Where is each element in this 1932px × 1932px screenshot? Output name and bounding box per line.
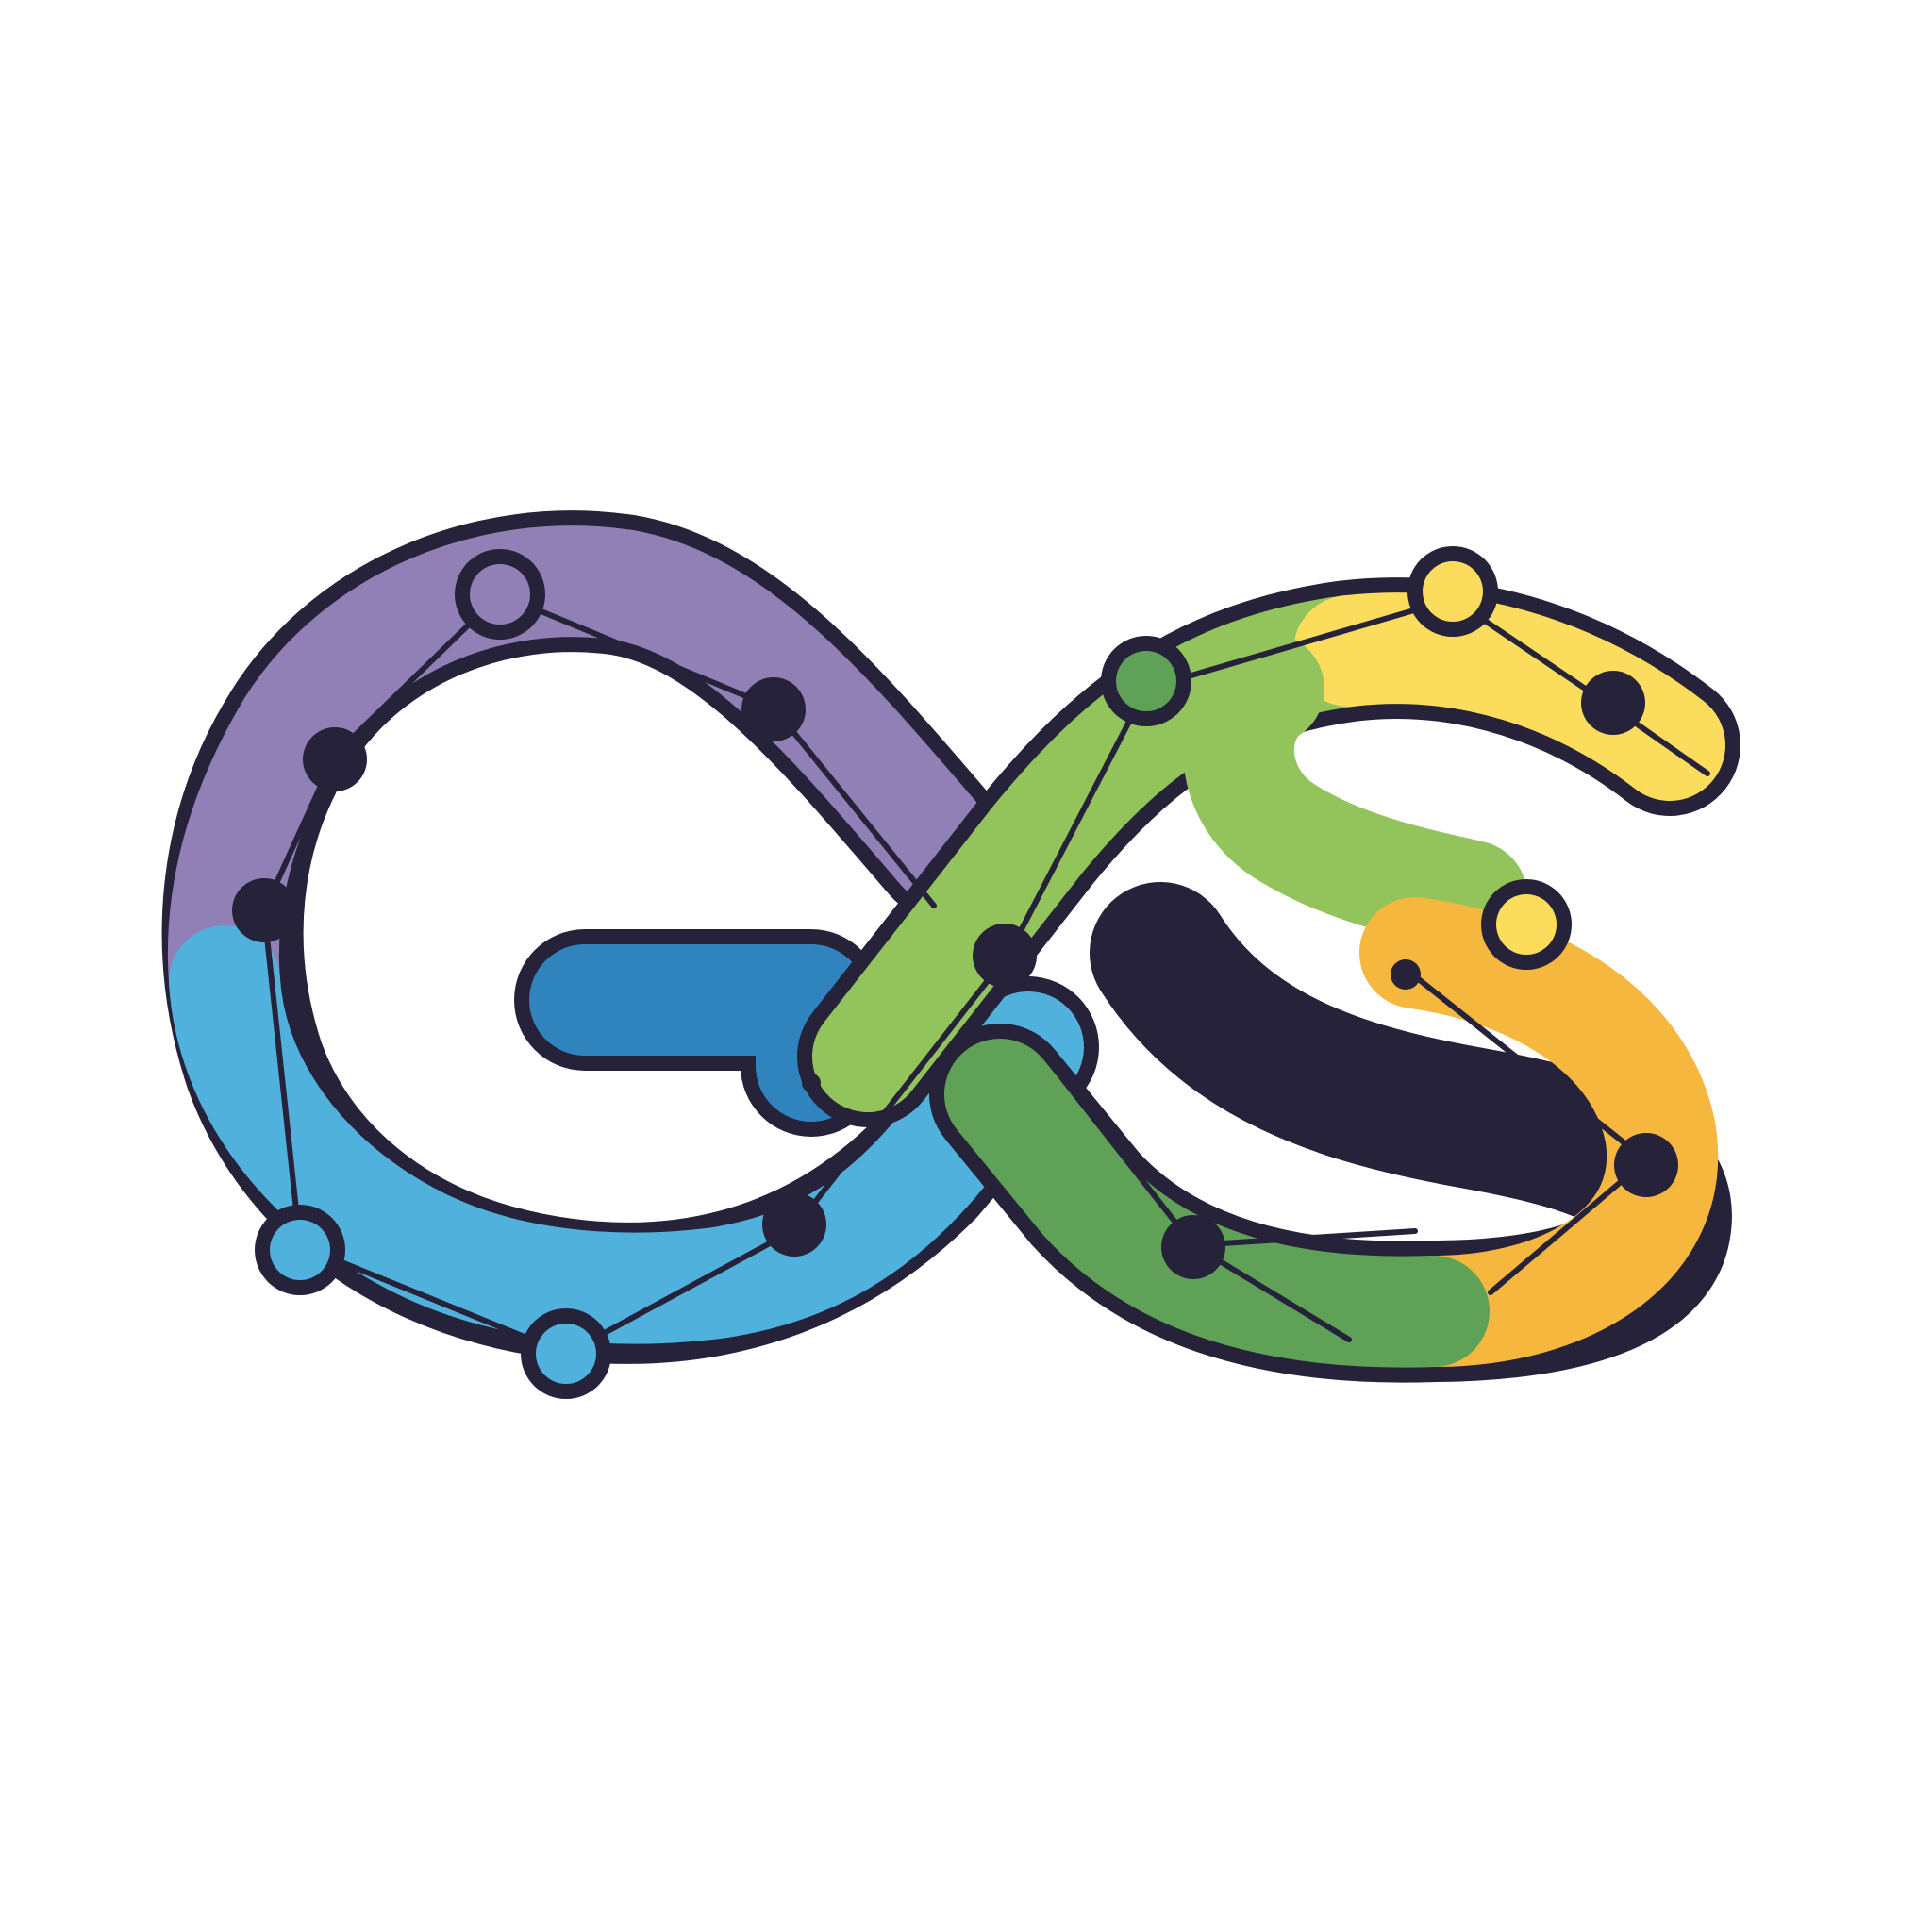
net-line-16 xyxy=(1035,1044,1196,1248)
node-dark-joint-2 xyxy=(1135,890,1154,908)
net-line-13 xyxy=(1412,974,1649,1163)
logo-bands xyxy=(161,510,1740,1383)
g-outer-band-blue xyxy=(169,925,1084,1344)
node-dark-2 xyxy=(232,878,296,942)
node-dark-4 xyxy=(973,924,1037,988)
net-line-3 xyxy=(261,908,303,1248)
node-yellow-top xyxy=(1407,546,1498,637)
net-line-11 xyxy=(497,591,776,710)
net-line-8 xyxy=(1143,596,1456,691)
s-orange-curve xyxy=(1359,897,1719,1367)
node-dark-5 xyxy=(762,1192,826,1257)
node-dark-1 xyxy=(303,727,367,791)
node-dark-3 xyxy=(741,677,806,741)
node-dark-joint-1 xyxy=(802,1074,821,1092)
net-line-12 xyxy=(771,705,937,908)
net-line-7 xyxy=(1007,686,1149,956)
net-line-15 xyxy=(1191,1228,1418,1248)
net-line-6 xyxy=(790,950,1012,1234)
node-green-top xyxy=(1101,636,1191,726)
node-yellow-mid xyxy=(1481,879,1572,970)
node-purple-top xyxy=(455,549,545,640)
s-green-middle xyxy=(1183,633,1527,952)
node-dark-7 xyxy=(1614,1133,1678,1197)
network-nodes xyxy=(232,546,1678,1399)
net-line-4 xyxy=(297,1242,569,1357)
node-blue-left xyxy=(255,1205,345,1295)
node-dark-9 xyxy=(1391,959,1421,990)
s-green-tail xyxy=(944,1039,1490,1368)
node-dark-6 xyxy=(1581,671,1645,735)
node-blue-bottom xyxy=(521,1308,611,1399)
node-dark-8 xyxy=(1161,1215,1225,1279)
